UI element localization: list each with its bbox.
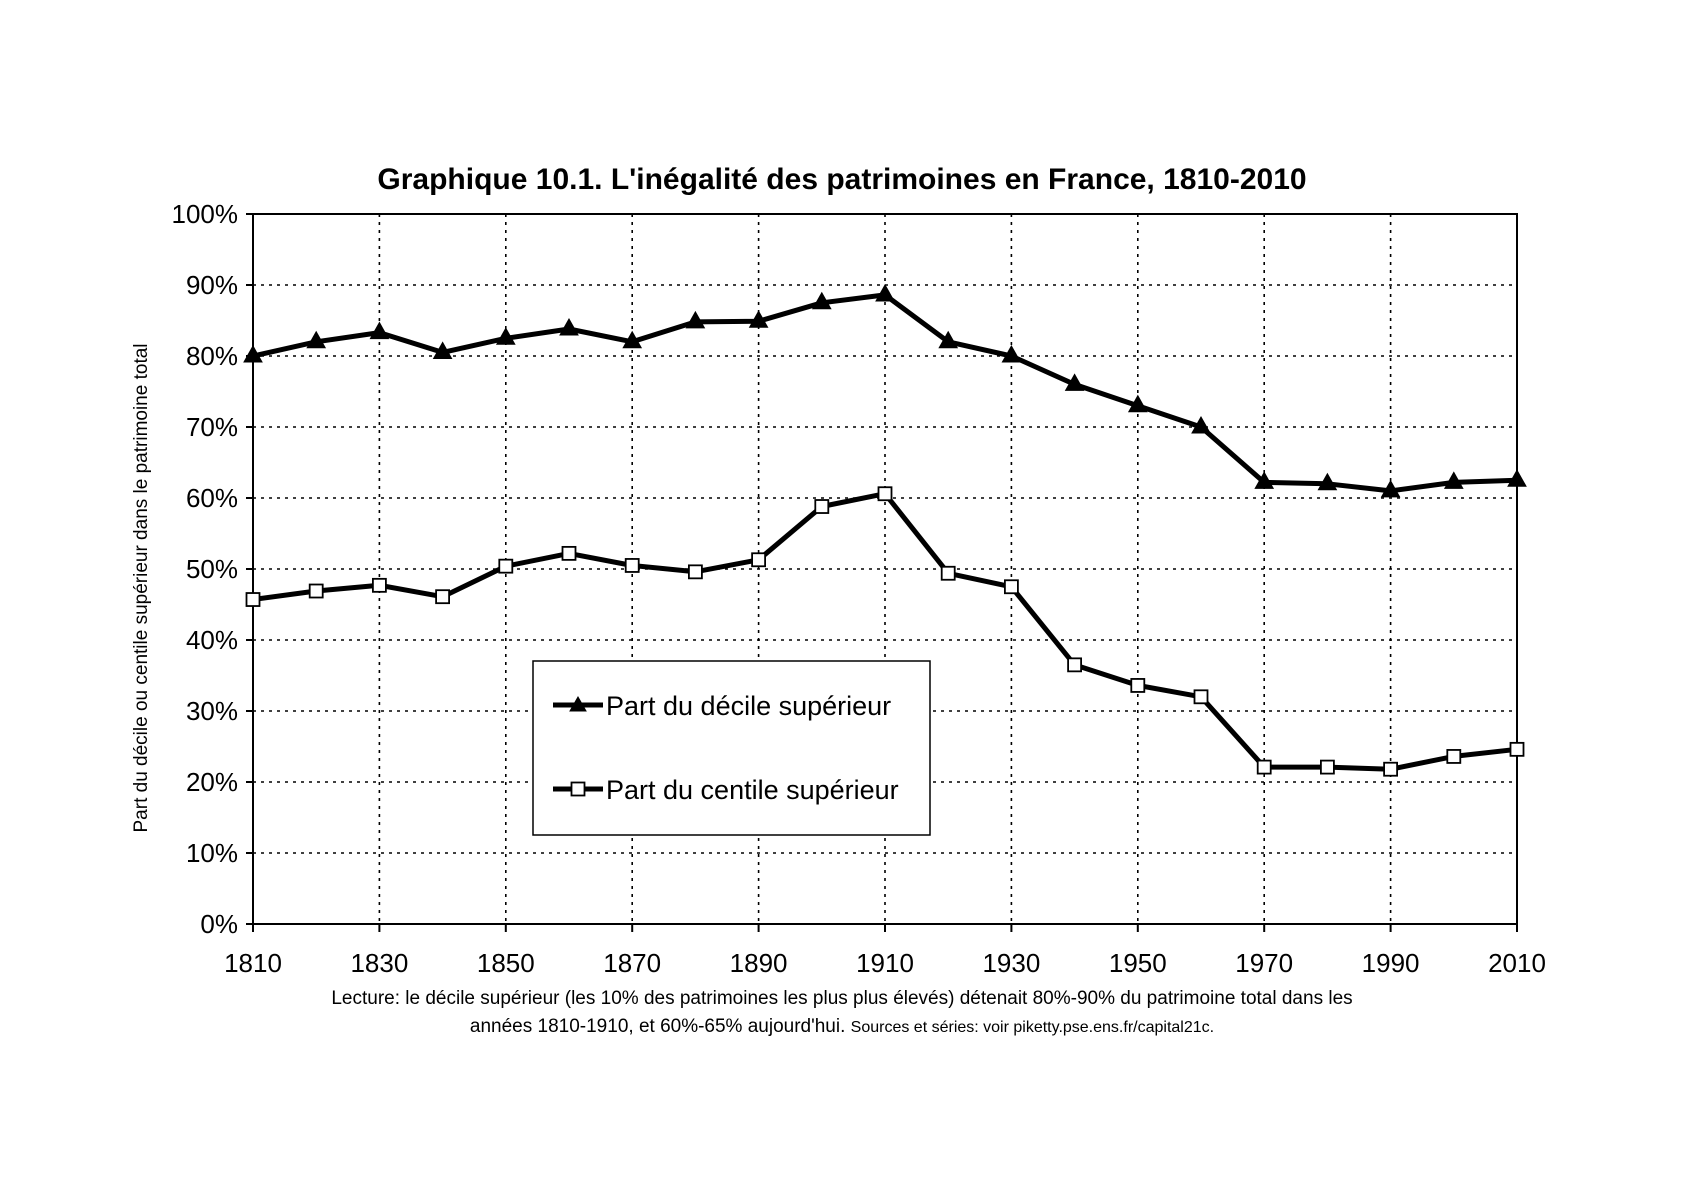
data-point-square xyxy=(940,565,956,581)
y-axis-label: Part du décile ou centile supérieur dans… xyxy=(131,343,152,832)
series-centile xyxy=(245,486,1525,777)
y-tick-label: 0% xyxy=(200,909,238,939)
x-tick-label: 1990 xyxy=(1362,948,1420,978)
data-point-square xyxy=(245,592,261,607)
data-point-square xyxy=(561,545,577,561)
data-point-square xyxy=(1509,741,1525,757)
data-point-triangle xyxy=(1191,415,1211,434)
y-tick-label: 10% xyxy=(186,838,238,868)
x-axis-ticks: 1810 1830 1850 1870 1890 1910 1930 1950 1970 1990… xyxy=(224,924,1546,978)
y-tick-label: 90% xyxy=(186,270,238,300)
y-tick-label: 60% xyxy=(186,483,238,513)
caption-sources: Sources et séries: voir piketty.pse.ens.… xyxy=(850,1019,1215,1036)
chart-caption: Lecture: le décile supérieur (les 10% de… xyxy=(0,985,1684,1042)
x-tick-label: 1870 xyxy=(603,948,661,978)
x-tick-label: 1810 xyxy=(224,948,282,978)
y-tick-label: 70% xyxy=(186,412,238,442)
x-tick-label: 1950 xyxy=(1109,948,1167,978)
legend: Part du décile supérieur Part du centile… xyxy=(532,660,931,836)
data-point-square xyxy=(1256,759,1272,775)
data-point-square xyxy=(371,577,387,593)
data-point-square xyxy=(877,486,893,502)
data-point-square xyxy=(308,583,324,599)
data-point-square xyxy=(1383,761,1398,777)
data-point-triangle xyxy=(1443,471,1464,489)
data-point-triangle xyxy=(875,283,895,302)
data-point-square xyxy=(435,589,451,605)
series-group xyxy=(243,283,1527,777)
data-point-square xyxy=(1320,759,1335,775)
x-tick-label: 1930 xyxy=(982,948,1040,978)
data-point-triangle xyxy=(1254,471,1275,489)
data-point-triangle xyxy=(1317,472,1338,491)
data-point-triangle xyxy=(1127,394,1148,413)
legend-marker-decile-triangle xyxy=(569,695,587,712)
caption-line-2: années 1810-1910, et 60%-65% aujourd'hui… xyxy=(0,1013,1684,1042)
data-point-triangle xyxy=(369,321,390,340)
x-tick-label: 1890 xyxy=(730,948,788,978)
y-axis-ticks: 0% 10% 20% 30% 40% 50% 60% 70% 80% 90% 100% xyxy=(172,199,253,939)
data-point-triangle xyxy=(432,341,453,359)
data-point-triangle xyxy=(243,344,263,363)
data-point-triangle xyxy=(938,330,959,349)
data-point-square xyxy=(498,558,514,574)
data-point-square xyxy=(751,552,766,568)
data-point-square xyxy=(688,564,703,580)
data-point-square xyxy=(1004,579,1019,595)
legend-label-decile: Part du décile supérieur xyxy=(606,691,891,721)
legend-marker-centile-square xyxy=(570,781,586,797)
y-tick-label: 100% xyxy=(172,199,239,229)
data-point-triangle xyxy=(1507,469,1527,487)
data-point-triangle xyxy=(1064,373,1085,391)
data-point-square xyxy=(1446,749,1462,764)
y-tick-label: 20% xyxy=(186,767,238,797)
data-point-triangle xyxy=(748,310,769,328)
data-point-triangle xyxy=(1380,479,1401,498)
data-point-square xyxy=(1067,657,1082,673)
data-point-square xyxy=(1193,689,1209,705)
x-tick-label: 2010 xyxy=(1488,948,1546,978)
y-tick-label: 80% xyxy=(186,341,238,371)
x-tick-label: 1830 xyxy=(350,948,408,978)
y-tick-label: 30% xyxy=(186,696,238,726)
caption-line-1: Lecture: le décile supérieur (les 10% de… xyxy=(331,988,1353,1009)
y-tick-label: 40% xyxy=(186,625,238,655)
y-tick-label: 50% xyxy=(186,554,238,584)
series-decile xyxy=(243,283,1527,498)
legend-label-centile: Part du centile supérieur xyxy=(606,775,899,805)
data-point-triangle xyxy=(622,330,643,349)
chart-title: Graphique 10.1. L'inégalité des patrimoi… xyxy=(377,163,1306,196)
data-point-triangle xyxy=(811,291,832,310)
legend-box xyxy=(532,660,931,836)
data-point-triangle xyxy=(559,318,579,336)
data-point-square xyxy=(1130,678,1146,693)
x-tick-label: 1970 xyxy=(1235,948,1293,978)
x-tick-label: 1850 xyxy=(477,948,535,978)
data-point-square xyxy=(814,499,830,514)
caption-reading-note: années 1810-1910, et 60%-65% aujourd'hui… xyxy=(469,1016,846,1037)
data-point-triangle xyxy=(1001,344,1022,363)
data-point-triangle xyxy=(495,327,516,345)
data-point-triangle xyxy=(685,310,706,329)
x-tick-label: 1910 xyxy=(856,948,914,978)
data-point-square xyxy=(624,558,640,573)
data-point-triangle xyxy=(306,330,327,349)
